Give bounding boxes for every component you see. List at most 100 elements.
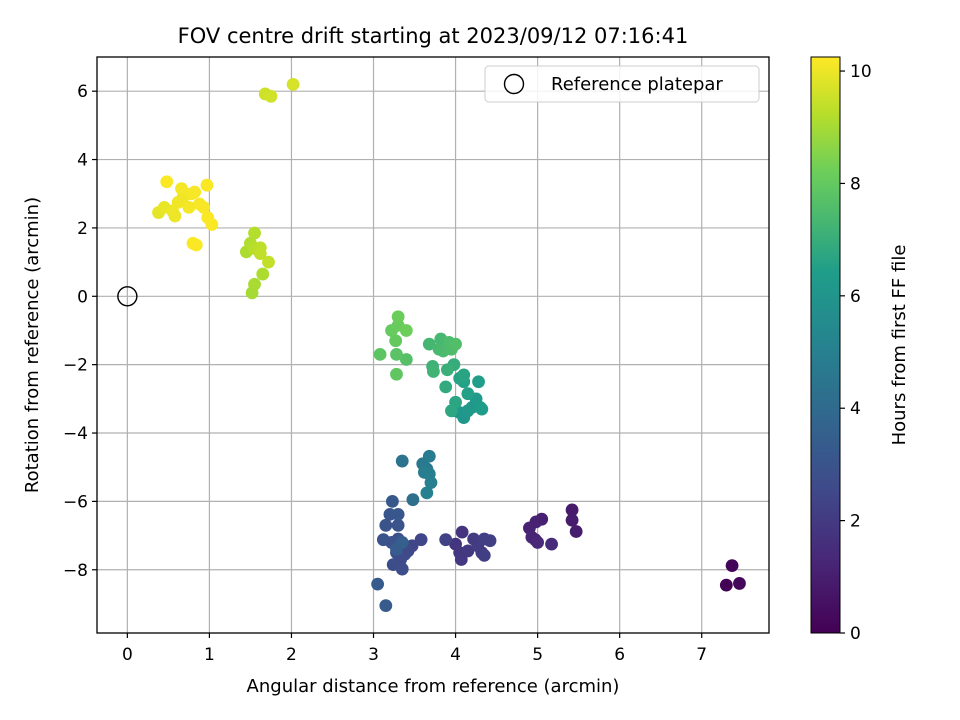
data-point [200,178,214,192]
data-point [569,525,583,538]
legend-label-reference-platepar: Reference platepar [551,74,723,95]
y-tick-label: 2 [77,219,88,239]
data-point [461,387,475,401]
data-point [565,503,579,517]
x-axis-ticks: 0 1 2 3 4 5 6 7 [122,633,707,665]
colorbar-tick-label: 10 [850,62,872,82]
data-point [253,247,267,260]
colorbar-ticks: 0 2 4 6 8 10 [840,62,872,644]
data-point [424,476,438,489]
x-tick-label: 5 [532,645,543,665]
data-point [719,578,733,592]
data-point [385,494,399,508]
data-point [483,534,497,548]
data-point [449,337,462,351]
data-point [725,559,739,573]
chart-title: FOV centre drift starting at 2023/09/12 … [178,24,689,48]
data-point [168,209,182,223]
data-point [197,201,211,214]
data-point [395,454,409,468]
data-point [188,185,202,199]
data-point [390,348,403,361]
colorbar [810,56,841,634]
data-point [248,226,261,240]
data-point [264,89,278,103]
y-tick-label: 6 [77,82,88,102]
data-point [445,404,458,418]
data-point [256,267,270,281]
data-point [379,518,393,532]
y-tick-label: −8 [63,561,88,581]
data-point [545,537,558,551]
data-point [399,353,413,366]
data-point [439,533,453,547]
data-point [373,348,387,361]
data-point [391,310,405,324]
x-tick-label: 0 [122,645,133,665]
data-point [565,513,579,527]
x-tick-label: 4 [450,645,461,665]
data-point [440,363,454,377]
data-point [461,544,475,558]
data-point [379,599,393,613]
y-tick-label: 0 [77,287,88,307]
data-point [286,77,300,91]
colorbar-label: Hours from first FF file [889,245,910,446]
y-tick-label: −2 [63,356,88,376]
data-point [531,536,545,549]
reference-marker [117,286,138,307]
colorbar-tick-label: 6 [850,287,861,307]
y-tick-label: −6 [63,492,88,512]
data-point [399,324,413,337]
y-tick-label: 4 [77,151,88,171]
data-point [205,218,219,231]
data-point [406,493,420,507]
colorbar-tick-label: 4 [850,399,861,419]
x-tick-label: 2 [286,645,297,665]
data-point [395,536,409,549]
data-point [371,577,385,591]
legend-reference-marker [503,73,525,95]
data-point [455,525,469,539]
colorbar-tick-label: 2 [850,512,861,532]
data-point [390,367,403,381]
data-point [391,518,405,532]
data-point [389,334,403,348]
x-axis-label: Angular distance from reference (arcmin) [247,676,620,697]
data-point [160,175,174,189]
data-point [420,486,434,500]
y-axis-label: Rotation from reference (arcmin) [22,197,43,493]
data-point [457,368,471,382]
plot-points [152,77,746,613]
x-tick-label: 3 [368,645,379,665]
legend: Reference platepar [484,65,760,103]
data-point [422,337,436,351]
x-tick-label: 6 [614,645,625,665]
data-point [376,533,390,547]
legend-box [484,65,760,103]
plot-frame [96,56,770,634]
data-point [395,562,409,576]
x-tick-label: 1 [204,645,215,665]
x-tick-label: 7 [696,645,707,665]
data-point [477,549,491,562]
data-point [182,201,196,214]
data-point [475,402,489,416]
data-point [439,380,453,394]
data-point [175,182,188,196]
reference-platepar-marker [117,286,138,307]
data-point [422,449,436,463]
colorbar-tick-label: 0 [850,624,861,644]
data-point [733,577,746,590]
data-point [189,238,203,252]
data-point [414,533,428,547]
colorbar-tick-label: 8 [850,174,861,194]
y-tick-label: −4 [63,424,88,444]
data-point [248,277,261,291]
data-point [262,255,275,269]
data-point [472,375,485,389]
y-axis-ticks: −8 −6 −4 −2 0 2 4 6 [63,82,97,581]
data-point [427,365,440,378]
data-point [391,507,405,521]
